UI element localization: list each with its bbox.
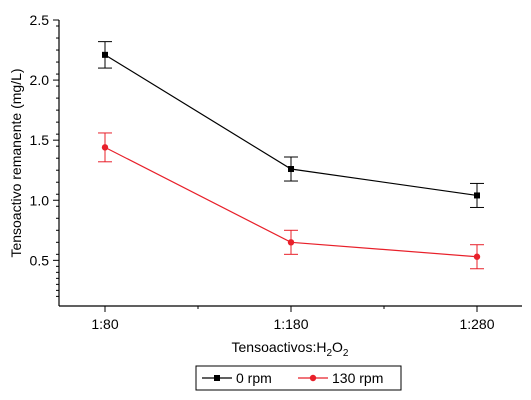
data-point (102, 51, 108, 58)
y-axis-label: Tensoactivo remanente (mg/L) (8, 68, 24, 257)
x-axis-label: Tensoactivos:H2O2 (232, 339, 349, 359)
x-axis-label-sub2: 2 (343, 348, 349, 359)
series-layer (98, 41, 484, 270)
legend-marker-0rpm (214, 375, 220, 381)
data-point (101, 144, 109, 151)
y-tick-label: 2.5 (30, 12, 50, 28)
y-ticks: 0.5 1.0 1.5 2.0 2.5 (30, 12, 59, 297)
y-tick-label: 1.5 (30, 132, 50, 148)
legend: 0 rpm 130 rpm (195, 365, 402, 391)
x-axis-label-main: Tensoactivos:H (232, 339, 327, 355)
data-point (473, 253, 481, 260)
data-point (474, 192, 480, 199)
series-0-rpm (98, 41, 484, 208)
series-130-rpm (98, 132, 484, 270)
x-tick-label: 1:180 (273, 316, 308, 332)
x-axis-label-sub1: 2 (326, 348, 332, 359)
y-tick-label: 1.0 (30, 192, 50, 208)
legend-marker-130rpm (309, 374, 317, 382)
y-tick-label: 0.5 (30, 252, 50, 268)
legend-label-0rpm: 0 rpm (236, 370, 272, 386)
x-ticks: 1:80 1:180 1:280 (91, 306, 495, 332)
x-axis-label-mid: O (332, 339, 343, 355)
data-point (287, 239, 295, 246)
data-point (288, 166, 294, 173)
x-tick-label: 1:280 (459, 316, 494, 332)
y-tick-label: 2.0 (30, 72, 50, 88)
x-tick-label: 1:80 (91, 316, 118, 332)
legend-label-130rpm: 130 rpm (332, 370, 383, 386)
